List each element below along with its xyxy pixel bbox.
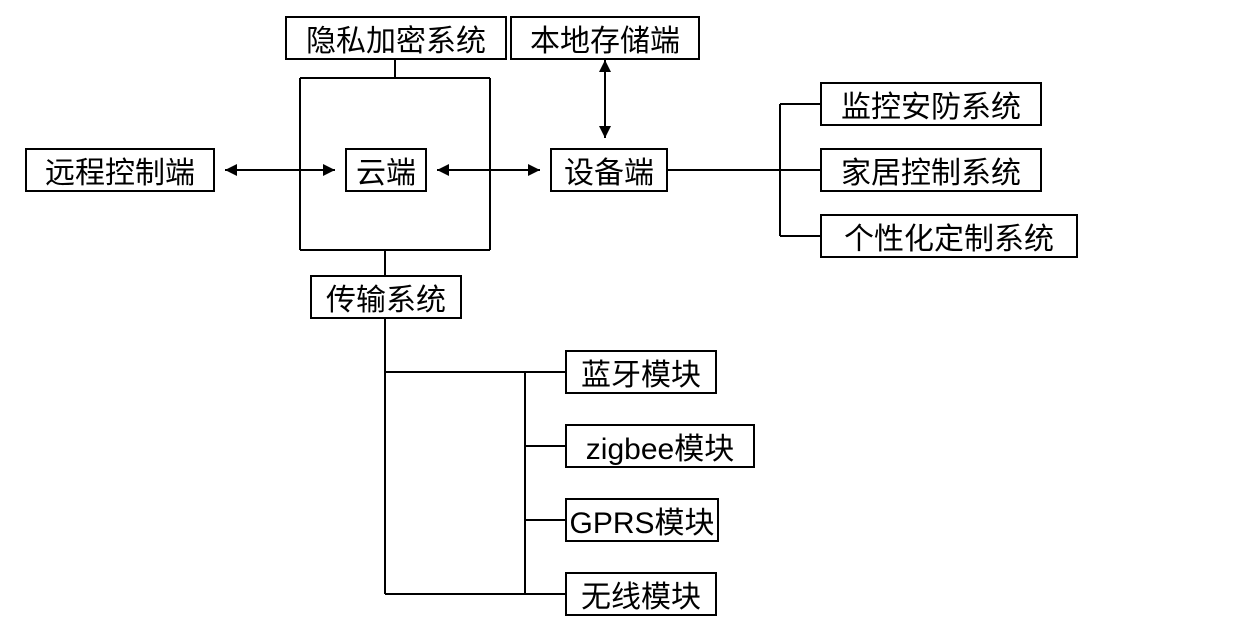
node-label: 监控安防系统	[841, 82, 1021, 126]
node-security: 监控安防系统	[820, 82, 1042, 126]
node-label: 家居控制系统	[841, 148, 1021, 192]
node-label: 传输系统	[326, 275, 446, 319]
node-label: 无线模块	[581, 572, 701, 616]
node-label: 云端	[356, 148, 416, 192]
node-device: 设备端	[550, 148, 668, 192]
node-label: GPRS模块	[569, 498, 714, 542]
node-label: 设备端	[564, 148, 654, 192]
node-transport: 传输系统	[310, 275, 462, 319]
node-wireless: 无线模块	[565, 572, 717, 616]
node-bluetooth: 蓝牙模块	[565, 350, 717, 394]
node-label: 个性化定制系统	[844, 214, 1054, 258]
node-privacy: 隐私加密系统	[285, 16, 507, 60]
node-cloud: 云端	[345, 148, 427, 192]
node-label: zigbee模块	[586, 424, 734, 468]
node-zigbee: zigbee模块	[565, 424, 755, 468]
node-remote: 远程控制端	[25, 148, 215, 192]
node-home: 家居控制系统	[820, 148, 1042, 192]
node-local: 本地存储端	[510, 16, 700, 60]
node-label: 远程控制端	[45, 148, 195, 192]
node-gprs: GPRS模块	[565, 498, 719, 542]
node-label: 本地存储端	[530, 16, 680, 60]
node-label: 蓝牙模块	[581, 350, 701, 394]
node-custom: 个性化定制系统	[820, 214, 1078, 258]
node-label: 隐私加密系统	[306, 16, 486, 60]
